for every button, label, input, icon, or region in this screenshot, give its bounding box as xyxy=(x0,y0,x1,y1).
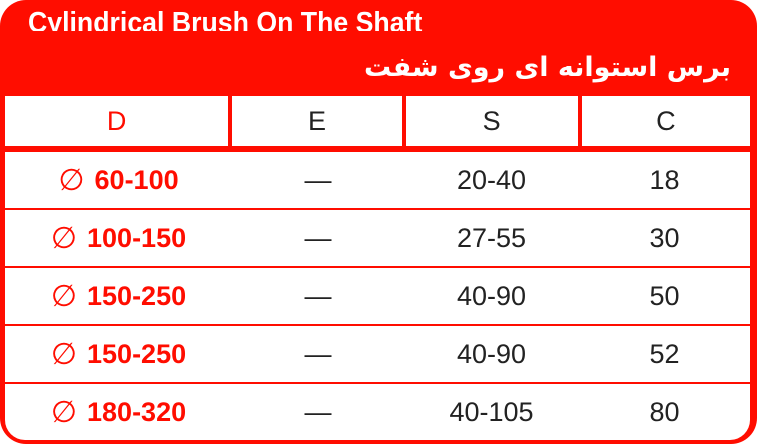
cell-d-value: 180-320 xyxy=(87,396,187,427)
table-row: ∅ 180-320 — 40-105 80 xyxy=(5,384,750,440)
cell-e: — xyxy=(304,222,332,253)
header-c: C xyxy=(581,96,751,146)
table-row: ∅ 150-250 — 40-90 52 xyxy=(5,326,750,384)
cell-e: — xyxy=(304,280,332,311)
cell-s: 20-40 xyxy=(456,164,527,195)
diameter-icon: ∅ xyxy=(50,279,78,313)
cell-e: — xyxy=(304,164,332,195)
cell-d: ∅ 150-250 xyxy=(5,326,232,382)
cell-d-value: 150-250 xyxy=(87,338,187,369)
diameter-icon: ∅ xyxy=(50,221,78,255)
title-persian: برس استوانه ای روی شفت xyxy=(364,52,731,83)
cell-c: 30 xyxy=(649,222,680,253)
table-body: ∅ 60-100 — 20-40 18 ∅ 100-150 — 27-55 30 ∅ 15… xyxy=(5,152,750,440)
cell-e: — xyxy=(304,396,332,427)
cell-d-value: 100-150 xyxy=(87,222,187,253)
table-row: ∅ 150-250 — 40-90 50 xyxy=(5,268,750,326)
cell-c: 52 xyxy=(649,338,680,369)
cell-s: 40-90 xyxy=(456,280,527,311)
cell-d: ∅ 100-150 xyxy=(5,210,232,266)
cell-e: — xyxy=(304,338,332,369)
table-row: ∅ 60-100 — 20-40 18 xyxy=(5,152,750,210)
title-english: Cylindrical Brush On The Shaft xyxy=(28,7,423,32)
cell-d: ∅ 60-100 xyxy=(5,152,232,208)
cell-d: ∅ 150-250 xyxy=(5,268,232,324)
cell-d-value: 60-100 xyxy=(94,164,179,195)
diameter-icon: ∅ xyxy=(58,163,85,197)
table-header: D E S C xyxy=(5,96,751,146)
table-row: ∅ 100-150 — 27-55 30 xyxy=(5,210,750,268)
cell-s: 40-90 xyxy=(456,338,527,369)
header-e: E xyxy=(232,96,402,146)
cell-s: 27-55 xyxy=(456,222,527,253)
diameter-icon: ∅ xyxy=(50,395,78,429)
cell-c: 80 xyxy=(649,396,680,427)
cell-d-value: 150-250 xyxy=(87,280,187,311)
header-d: D xyxy=(5,96,229,146)
header-s: S xyxy=(405,96,578,146)
cell-c: 50 xyxy=(649,280,680,311)
cell-d: ∅ 180-320 xyxy=(5,384,232,440)
cell-c: 18 xyxy=(649,164,680,195)
diameter-icon: ∅ xyxy=(50,337,78,371)
cell-s: 40-105 xyxy=(449,396,534,427)
